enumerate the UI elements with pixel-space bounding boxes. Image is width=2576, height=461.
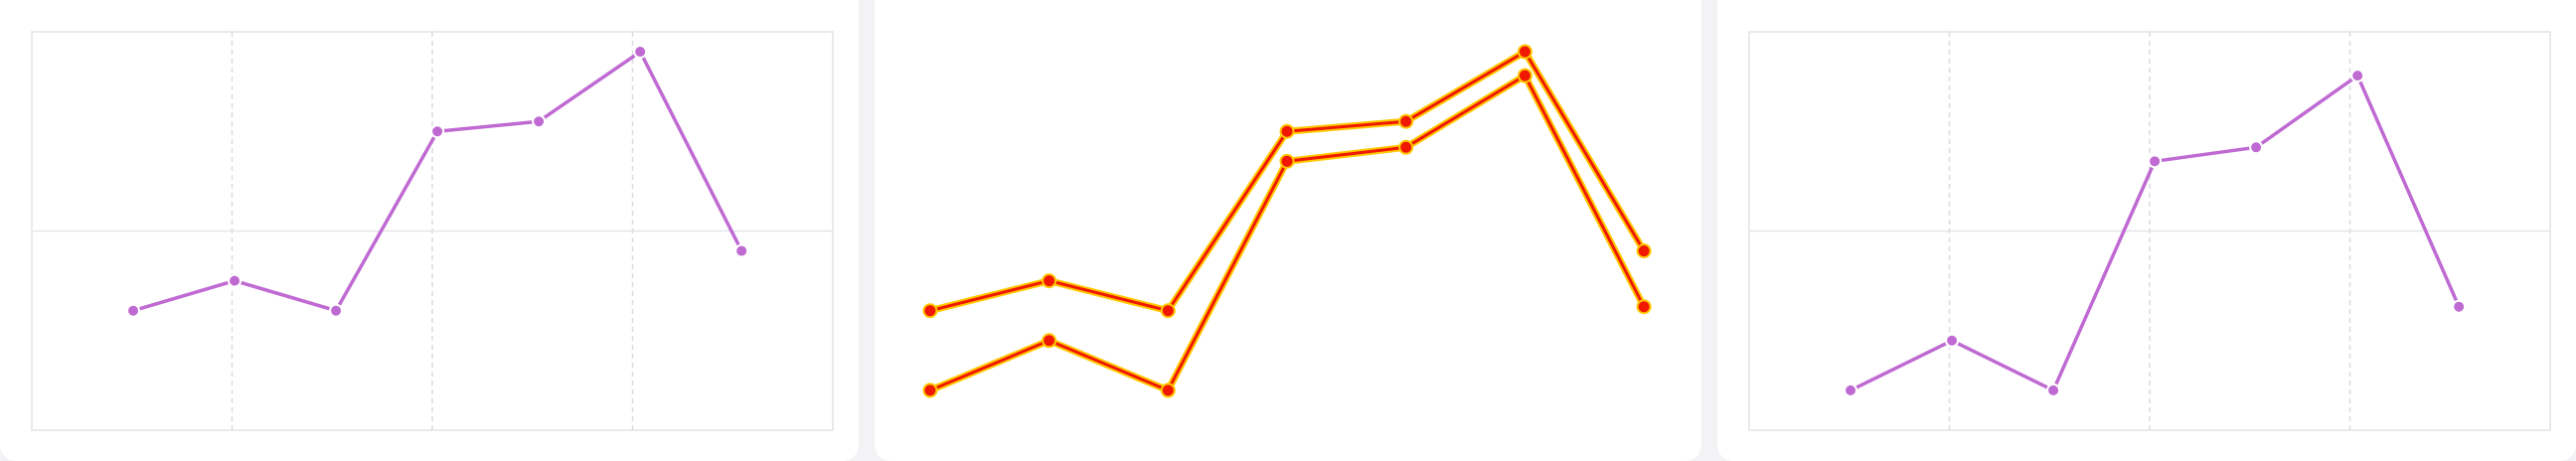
middle-series-0-line: [928, 50, 1646, 313]
left-series-0-point-3: [430, 124, 445, 139]
right-series-0-point-4: [2249, 140, 2264, 155]
middle-series-1-point-5: [1517, 68, 1532, 83]
left-series-0-point-6: [734, 243, 749, 258]
right-series-0-point-2: [2046, 383, 2061, 397]
middle-series-0-point-5: [1517, 44, 1532, 60]
middle-series-0-line-outline: [926, 48, 1648, 315]
right-series-0-point-3: [2148, 154, 2163, 169]
middle-series-0-point-4: [1398, 113, 1414, 129]
chart-panel-left: [0, 0, 859, 461]
left-series-0-point-1: [228, 273, 242, 288]
right-series-0-point-6: [2452, 299, 2467, 314]
middle-series-1-point-0: [922, 383, 938, 398]
left-series-0-point-5: [633, 45, 648, 60]
middle-series-1-point-2: [1160, 383, 1176, 398]
left-series-0-point-2: [329, 303, 344, 318]
right-series-0-point-0: [1844, 383, 1858, 397]
right-series-0-line: [1849, 74, 2461, 392]
middle-series-1-point-6: [1636, 299, 1652, 315]
middle-series-0-point-1: [1042, 273, 1057, 289]
middle-series-0-point-0: [922, 303, 938, 319]
middle-series-1-point-3: [1279, 153, 1295, 169]
left-series-0-point-4: [532, 114, 547, 129]
middle-series-0-point-3: [1279, 123, 1295, 139]
line-chart-middle-highlighted: [922, 44, 1652, 398]
left-series-0-point-0: [126, 303, 141, 318]
right-series-0-point-1: [1945, 333, 1960, 348]
middle-series-1-line-outline: [926, 72, 1648, 394]
middle-series-1-point-4: [1398, 139, 1414, 155]
middle-series-0-point-2: [1160, 303, 1176, 319]
middle-series-0-point-6: [1636, 243, 1652, 259]
right-series-0-point-5: [2350, 69, 2365, 83]
middle-series-1-point-1: [1042, 333, 1057, 349]
left-series-0-line: [131, 50, 743, 313]
line-chart-right: [1748, 31, 2551, 431]
chart-panel-middle: [875, 0, 1701, 461]
chart-panel-right: [1717, 0, 2576, 461]
line-chart-left: [31, 31, 834, 431]
